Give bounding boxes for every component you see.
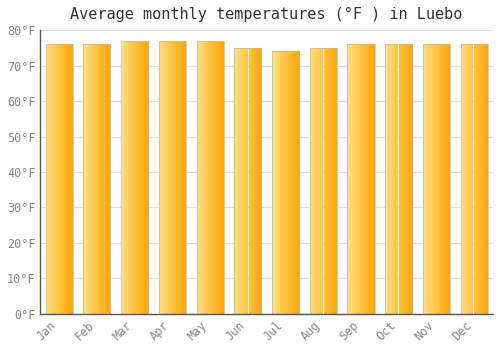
Bar xyxy=(196,41,224,314)
Bar xyxy=(272,51,299,314)
Bar xyxy=(348,44,374,314)
Bar xyxy=(460,44,488,314)
Bar xyxy=(46,44,73,314)
Bar xyxy=(310,48,337,314)
Title: Average monthly temperatures (°F ) in Luebo: Average monthly temperatures (°F ) in Lu… xyxy=(70,7,463,22)
Bar xyxy=(159,41,186,314)
Bar xyxy=(423,44,450,314)
Bar xyxy=(121,41,148,314)
Bar xyxy=(385,44,412,314)
Bar xyxy=(234,48,262,314)
Bar xyxy=(84,44,110,314)
